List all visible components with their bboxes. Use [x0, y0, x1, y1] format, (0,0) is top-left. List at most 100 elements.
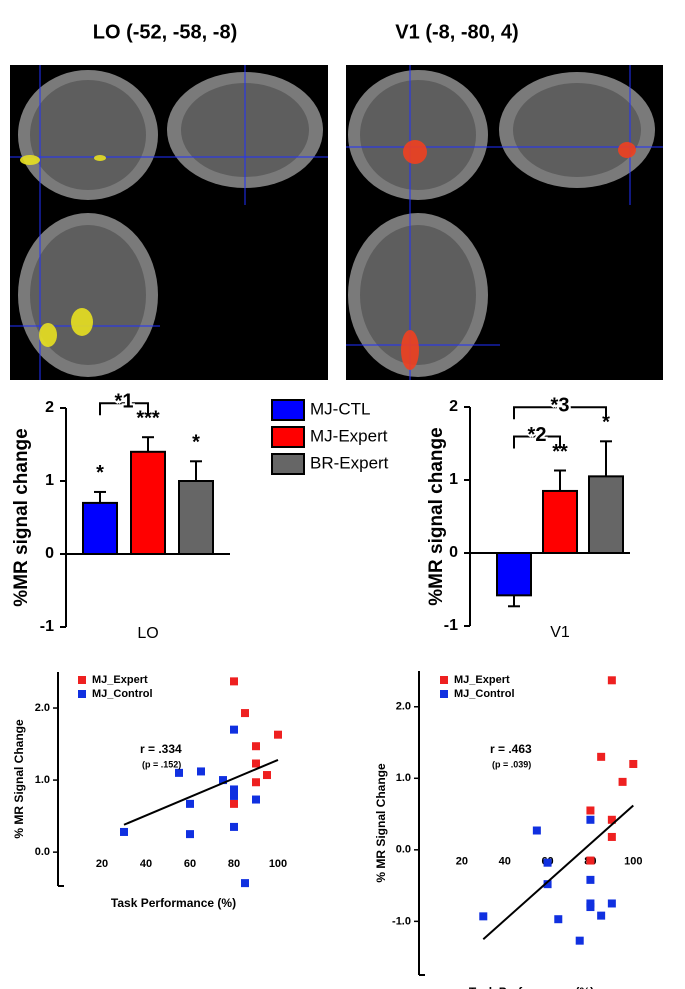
x-tick-label: 40: [140, 858, 152, 870]
y-axis-label: % MR Signal Change: [12, 719, 26, 839]
activation-blob: [401, 330, 419, 370]
scatter-point: [629, 759, 638, 768]
scatter-point: [252, 742, 260, 751]
scatter-point: [197, 767, 205, 776]
y-axis-label: % MR Signal Change: [374, 763, 388, 883]
legend-label: MJ-CTL: [310, 399, 370, 418]
y-tick-label: -1.0: [392, 915, 411, 927]
scatter-point: [252, 759, 260, 768]
scatter-point: [230, 791, 238, 800]
panel-title: V1 (-8, -80, 4): [395, 21, 518, 43]
x-tick-label: 40: [499, 856, 511, 868]
x-tick-label: 100: [624, 856, 642, 868]
scatter-point: [532, 826, 541, 835]
activation-blob: [403, 140, 427, 164]
y-axis-label: %MR signal change: [426, 427, 447, 605]
scatter-point: [479, 912, 488, 921]
y-tick-label: 2.0: [35, 702, 50, 714]
activation-blob: [39, 323, 57, 347]
significance: ***: [136, 407, 160, 429]
y-axis-label: %MR signal change: [11, 428, 32, 606]
scatter-point: [230, 725, 238, 734]
x-axis-label: V1: [550, 624, 570, 641]
legend-label: MJ_Expert: [454, 674, 510, 686]
y-tick-label: 0: [45, 545, 54, 562]
scatter-point: [263, 771, 271, 780]
x-tick-label: 20: [456, 856, 468, 868]
bracket: [513, 406, 607, 420]
legend-swatch: [271, 399, 305, 421]
annotation: (p = .039): [492, 759, 531, 769]
scatter-point: [586, 856, 595, 865]
bar: [542, 489, 578, 555]
bracket-label: *2: [528, 424, 547, 446]
bracket: [99, 402, 149, 416]
scatter-point: [186, 799, 194, 808]
y-tick-label: 1.0: [35, 774, 50, 786]
contrast-label: MJ Expert > Control: [509, 289, 642, 306]
bar: [178, 480, 214, 555]
scatter-point: [586, 815, 595, 824]
brain-panel-lo: [10, 65, 328, 380]
scatter-point: [230, 799, 238, 808]
scatter-point: [241, 709, 249, 718]
y-tick-label: -1: [40, 618, 54, 635]
trend-line: [123, 758, 279, 826]
y-tick-label: 2: [449, 398, 458, 415]
x-axis-label: Task Performance (%): [111, 896, 236, 910]
trend-line: [482, 804, 634, 940]
legend-swatch: [440, 690, 448, 698]
scatter-point: [554, 915, 563, 924]
bracket: [513, 435, 561, 449]
scatter-point: [252, 795, 260, 804]
scatter-point: [543, 858, 552, 867]
bar: [130, 450, 166, 555]
scatter-point: [586, 903, 595, 912]
x-tick-label: 60: [184, 858, 196, 870]
contrast-label: MJ Expert: [204, 289, 277, 306]
scatter-point: [230, 822, 238, 831]
x-axis-label: Task Performance (%): [469, 985, 594, 989]
x-tick-label: 20: [96, 858, 108, 870]
legend-swatch: [271, 453, 305, 475]
y-tick-label: 1.0: [396, 772, 411, 784]
y-tick-label: 0: [449, 544, 458, 561]
bar: [82, 501, 118, 555]
legend-swatch: [271, 426, 305, 448]
legend-swatch: [78, 676, 86, 684]
scatter-point: [607, 676, 616, 685]
scatter-point: [597, 752, 606, 761]
scatter-point: [607, 899, 616, 908]
scatter-point: [230, 677, 238, 686]
legend-label: MJ-Expert: [310, 426, 388, 445]
significance: *: [96, 462, 104, 484]
scatter-point: [586, 875, 595, 884]
annotation: r = .463: [490, 742, 532, 756]
activation-blob: [94, 155, 106, 161]
scatter-point: [219, 776, 227, 785]
scatter-point: [586, 806, 595, 815]
legend-label: MJ_Control: [92, 688, 153, 700]
y-tick-label: 0.0: [35, 846, 50, 858]
legend-swatch: [78, 690, 86, 698]
annotation: (p = .152): [142, 759, 181, 769]
x-axis-label: LO: [137, 625, 158, 642]
activation-blob: [20, 155, 40, 165]
brain-panel-v1: [346, 65, 663, 380]
legend-label: BR-Expert: [310, 453, 389, 472]
scatter-point: [274, 730, 282, 739]
y-tick-label: 1: [45, 472, 54, 489]
scatter-point: [607, 832, 616, 841]
bracket-label: *1: [115, 390, 134, 412]
y-tick-label: 0.0: [396, 844, 411, 856]
x-tick-label: 80: [228, 858, 240, 870]
y-tick-label: 2.0: [396, 701, 411, 713]
bar: [496, 552, 532, 597]
significance: *: [602, 412, 610, 434]
y-tick-label: 2: [45, 399, 54, 416]
scatter-point: [241, 879, 249, 888]
significance: *: [192, 432, 200, 454]
scatter-point: [252, 778, 260, 787]
scatter-point: [120, 827, 128, 836]
